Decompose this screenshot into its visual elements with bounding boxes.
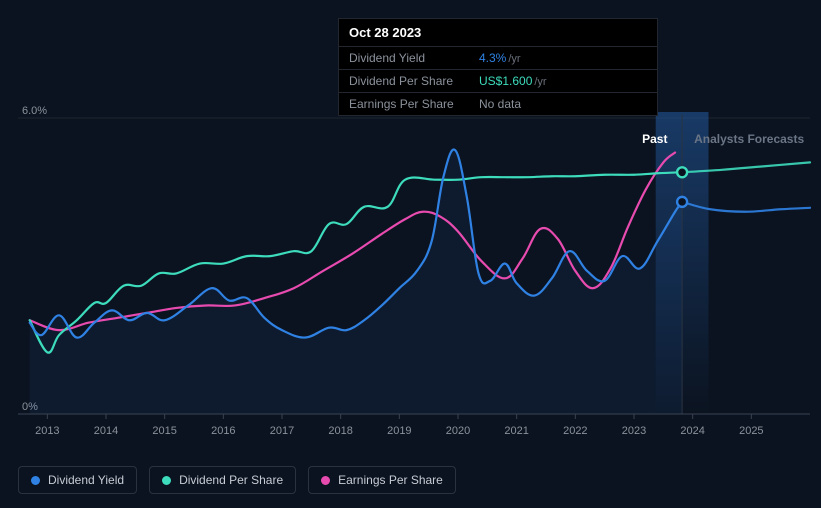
tooltip-row-dividend-per-share: Dividend Per Share US$1.600/yr	[339, 70, 657, 93]
legend-item-dividend-yield[interactable]: Dividend Yield	[18, 466, 137, 494]
legend-dot-icon	[162, 476, 171, 485]
legend-dot-icon	[321, 476, 330, 485]
svg-text:2023: 2023	[622, 425, 646, 437]
dividend-chart-container: 0%6.0%2013201420152016201720182019202020…	[0, 0, 821, 508]
svg-text:2015: 2015	[152, 425, 176, 437]
svg-text:2016: 2016	[211, 425, 235, 437]
svg-text:2019: 2019	[387, 425, 411, 437]
svg-text:2022: 2022	[563, 425, 587, 437]
tooltip-label: Dividend Per Share	[349, 74, 479, 88]
svg-text:2025: 2025	[739, 425, 763, 437]
tooltip-date: Oct 28 2023	[339, 19, 657, 47]
tooltip-label: Earnings Per Share	[349, 97, 479, 111]
annotation-label-forecasts: Analysts Forecasts	[694, 132, 804, 146]
svg-text:2018: 2018	[328, 425, 352, 437]
svg-text:2013: 2013	[35, 425, 59, 437]
tooltip-row-dividend-yield: Dividend Yield 4.3%/yr	[339, 47, 657, 70]
svg-text:2014: 2014	[94, 425, 118, 437]
tooltip-label: Dividend Yield	[349, 51, 479, 65]
tooltip-value: 4.3%/yr	[479, 51, 549, 65]
legend-item-dividend-per-share[interactable]: Dividend Per Share	[149, 466, 296, 494]
tooltip-value: No data	[479, 97, 549, 111]
annotation-label-past: Past	[642, 132, 667, 146]
legend-dot-icon	[31, 476, 40, 485]
tooltip-row-earnings-per-share: Earnings Per Share No data	[339, 93, 657, 115]
legend-label: Dividend Per Share	[179, 473, 283, 487]
svg-text:2024: 2024	[680, 425, 704, 437]
chart-legend: Dividend Yield Dividend Per Share Earnin…	[18, 466, 456, 494]
legend-label: Earnings Per Share	[338, 473, 443, 487]
svg-text:2020: 2020	[446, 425, 470, 437]
legend-label: Dividend Yield	[48, 473, 124, 487]
tooltip-value: US$1.600/yr	[479, 74, 549, 88]
svg-text:2021: 2021	[504, 425, 528, 437]
svg-text:2017: 2017	[270, 425, 294, 437]
legend-item-earnings-per-share[interactable]: Earnings Per Share	[308, 466, 456, 494]
svg-text:6.0%: 6.0%	[22, 105, 47, 117]
chart-tooltip: Oct 28 2023 Dividend Yield 4.3%/yr Divid…	[338, 18, 658, 116]
